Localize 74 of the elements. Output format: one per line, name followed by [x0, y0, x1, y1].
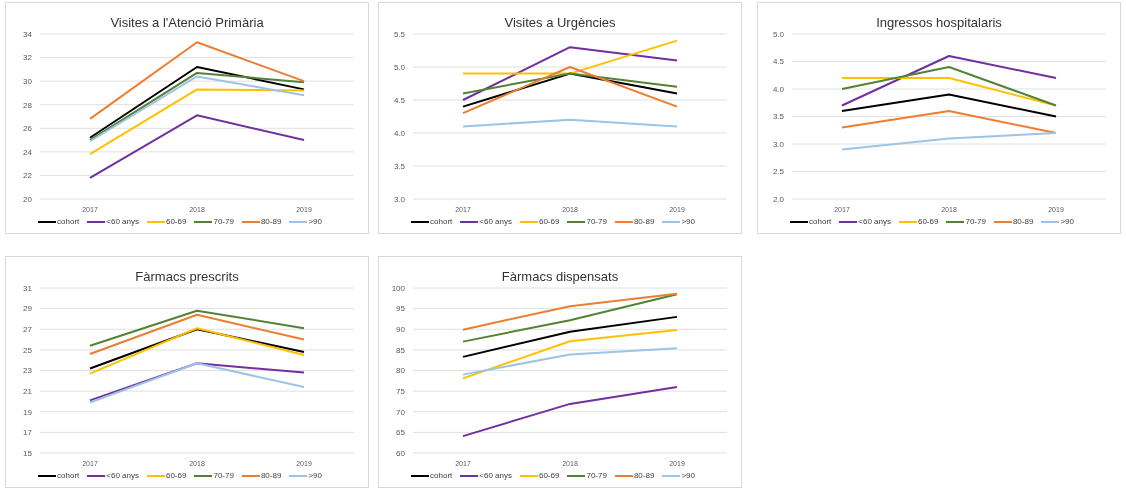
chart-title: Visites a l'Atenció Primària: [109, 15, 265, 30]
legend-label: >90: [308, 217, 322, 226]
y-tick-label: 19: [23, 407, 33, 417]
y-tick-label: 29: [23, 304, 33, 314]
legend-label: 80-89: [1012, 217, 1034, 226]
legend-label: >90: [1060, 217, 1074, 226]
y-tick-label: 60: [396, 448, 406, 458]
y-tick-label: 4.5: [393, 95, 406, 105]
y-tick-label: 3.0: [772, 139, 785, 149]
y-tick-label: 27: [23, 325, 33, 335]
legend-label: 60-69: [917, 217, 939, 226]
legend-label: 60-69: [165, 217, 187, 226]
y-tick-label: 95: [396, 304, 406, 314]
y-tick-label: 25: [23, 345, 33, 355]
legend-label: 70-79: [213, 217, 234, 226]
legend-label: 60-69: [538, 471, 560, 480]
y-tick-label: 85: [396, 345, 406, 355]
legend-label: cohort: [430, 217, 453, 226]
legend-label: cohort: [57, 217, 80, 226]
legend-label: 70-79: [586, 471, 607, 480]
y-tick-label: 100: [391, 283, 406, 293]
y-tick-label: 26: [23, 124, 33, 134]
y-tick-label: 15: [23, 448, 33, 458]
legend-label: 60-69: [538, 217, 560, 226]
legend-label: 70-79: [586, 217, 607, 226]
legend-label: >90: [681, 217, 695, 226]
y-tick-label: 4.0: [393, 128, 406, 138]
y-tick-label: 80: [396, 366, 406, 376]
y-tick-label: 22: [23, 171, 33, 181]
y-tick-label: 5.0: [772, 29, 785, 39]
y-tick-label: 3.5: [393, 161, 406, 171]
y-tick-label: 17: [23, 428, 33, 438]
y-tick-label: 75: [396, 386, 406, 396]
y-tick-label: 2.0: [772, 194, 785, 204]
y-tick-label: 5.5: [393, 29, 406, 39]
legend-label: 80-89: [260, 217, 282, 226]
legend-label: <60 anys: [479, 217, 512, 226]
y-tick-label: 4.5: [772, 57, 785, 67]
y-tick-label: 70: [396, 407, 406, 417]
y-tick-label: 24: [23, 147, 33, 157]
y-tick-label: 3.0: [393, 194, 406, 204]
legend-label: 80-89: [260, 471, 282, 480]
y-tick-label: 31: [23, 283, 33, 293]
y-tick-label: 28: [23, 100, 33, 110]
y-tick-label: 5.0: [393, 62, 406, 72]
y-tick-label: 65: [396, 428, 406, 438]
chart-title: Fàrmacs dispensats: [500, 269, 620, 284]
legend-label: 70-79: [965, 217, 986, 226]
y-tick-label: 90: [396, 325, 406, 335]
y-tick-label: 20: [23, 194, 33, 204]
legend-label: <60 anys: [106, 471, 139, 480]
legend-label: cohort: [57, 471, 80, 480]
y-tick-label: 3.5: [772, 112, 785, 122]
y-tick-label: 21: [23, 386, 33, 396]
chart-title: Ingressos hospitalaris: [875, 15, 1003, 30]
y-tick-label: 30: [23, 76, 33, 86]
legend-label: 80-89: [633, 217, 655, 226]
y-tick-label: 34: [23, 29, 33, 39]
legend-label: cohort: [430, 471, 453, 480]
legend-label: 80-89: [633, 471, 655, 480]
y-tick-label: 2.5: [772, 167, 785, 177]
legend-label: >90: [308, 471, 322, 480]
legend-label: cohort: [809, 217, 832, 226]
legend-label: >90: [681, 471, 695, 480]
chart-title: Visites a Urgències: [503, 15, 617, 30]
legend-label: 60-69: [165, 471, 187, 480]
legend-label: <60 anys: [106, 217, 139, 226]
legend-label: <60 anys: [858, 217, 891, 226]
legend-label: 70-79: [213, 471, 234, 480]
legend-label: <60 anys: [479, 471, 512, 480]
y-tick-label: 4.0: [772, 84, 785, 94]
y-tick-label: 32: [23, 53, 33, 63]
chart-title: Fàrmacs prescrits: [134, 269, 240, 284]
y-tick-label: 23: [23, 366, 33, 376]
